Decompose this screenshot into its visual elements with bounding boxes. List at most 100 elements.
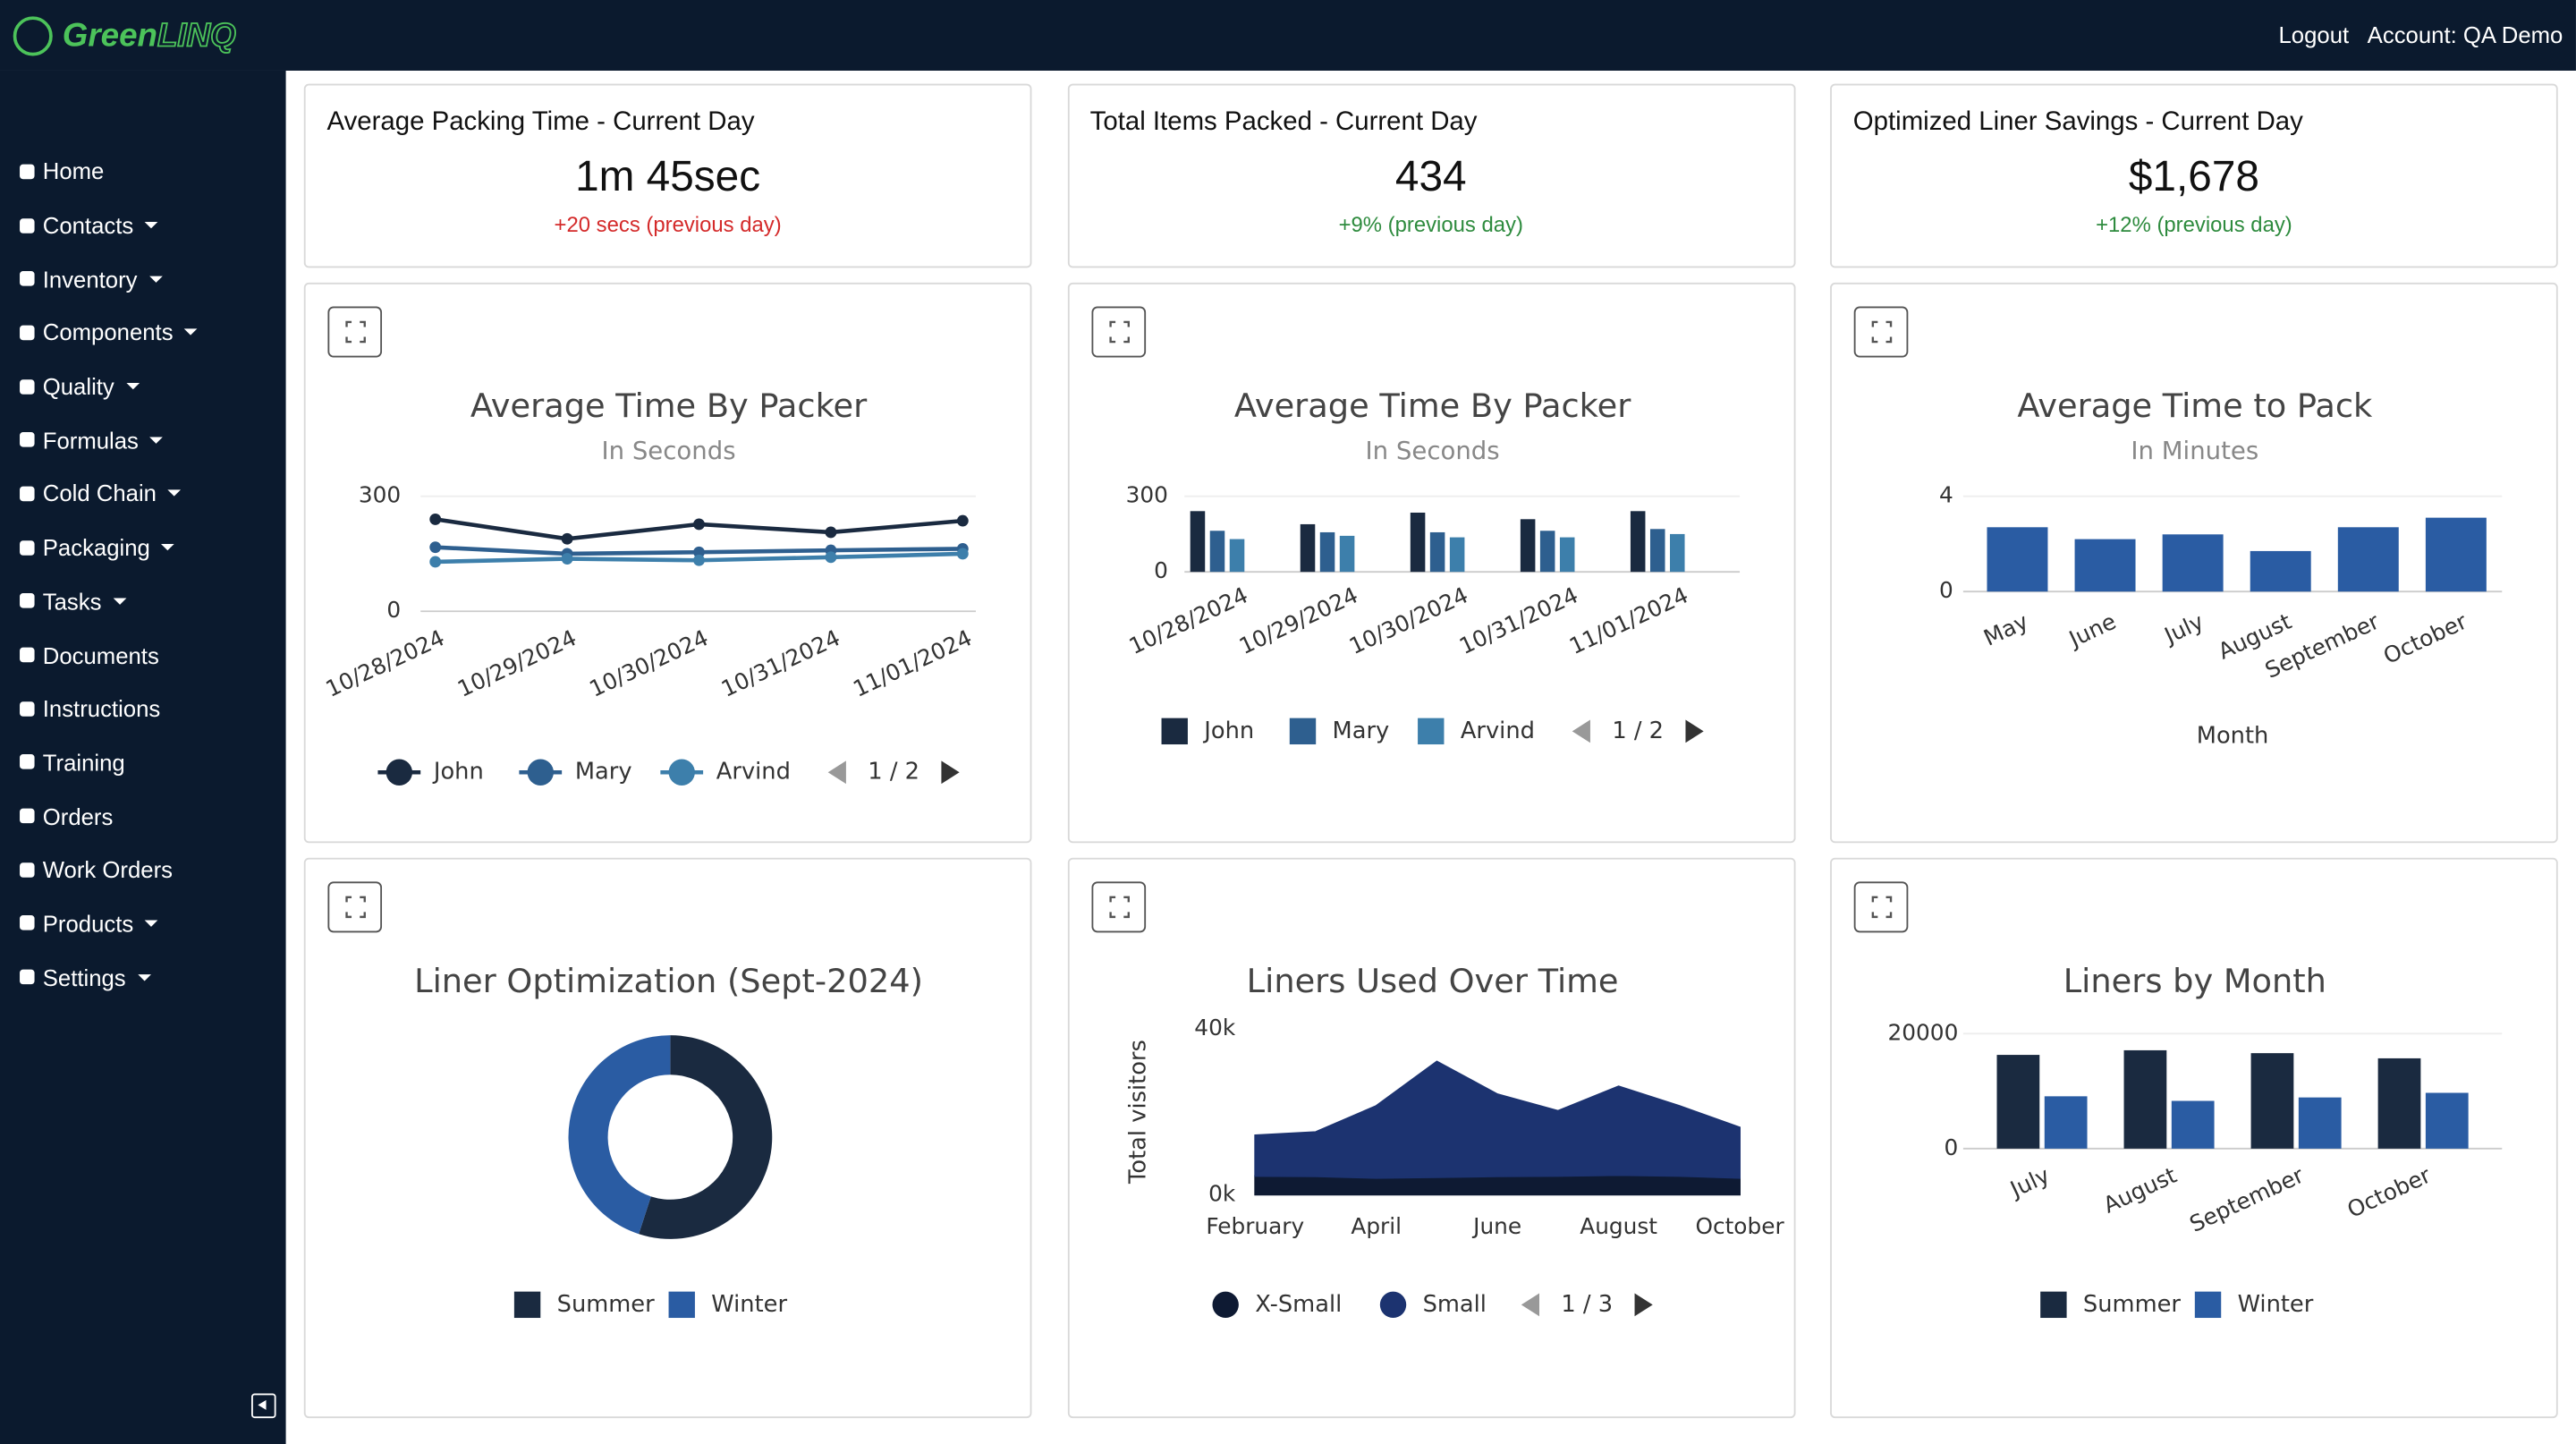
legend-prev[interactable] bbox=[1520, 1293, 1539, 1317]
legend-label[interactable]: Summer bbox=[2083, 1291, 2181, 1318]
nav-item[interactable]: Formulas bbox=[20, 413, 198, 467]
nav-icon bbox=[20, 969, 35, 985]
logout[interactable]: Logout bbox=[2278, 21, 2350, 48]
legend-next[interactable] bbox=[941, 760, 960, 785]
x-tick-label: June bbox=[2063, 608, 2120, 653]
nav-label: Work Orders bbox=[42, 856, 174, 883]
expand-button[interactable] bbox=[1853, 881, 1909, 933]
x-tick-label: July bbox=[2004, 1162, 2053, 1203]
nav-icon bbox=[20, 378, 35, 395]
legend-label[interactable]: Winter bbox=[2238, 1291, 2314, 1318]
kpi-title: Optimized Liner Savings - Current Day bbox=[1852, 108, 2303, 137]
nav-icon bbox=[20, 647, 35, 663]
legend-next[interactable] bbox=[1684, 719, 1703, 743]
point bbox=[956, 514, 969, 527]
point bbox=[693, 554, 705, 566]
point bbox=[429, 541, 442, 554]
y-tick-label: 300 bbox=[359, 482, 401, 508]
nav-icon bbox=[20, 862, 35, 878]
bar bbox=[1448, 537, 1464, 573]
expand-icon bbox=[1871, 896, 1893, 919]
legend-pager: 1 / 2 bbox=[1611, 718, 1663, 744]
nav-label: Instructions bbox=[42, 695, 161, 722]
expand-button[interactable] bbox=[1090, 881, 1146, 933]
nav-item[interactable]: Home bbox=[20, 145, 198, 199]
legend-prev[interactable] bbox=[1571, 719, 1590, 743]
legend-marker bbox=[1417, 718, 1444, 745]
nav-label: Documents bbox=[42, 641, 159, 668]
x-tick-label: 11/01/2024 bbox=[849, 624, 976, 702]
point bbox=[825, 551, 837, 564]
legend-label[interactable]: Mary bbox=[1332, 718, 1389, 744]
expand-button[interactable] bbox=[1853, 306, 1909, 358]
bar bbox=[1669, 533, 1684, 573]
expand-button[interactable] bbox=[327, 881, 383, 933]
legend-label[interactable]: Winter bbox=[711, 1291, 787, 1318]
nav-item[interactable]: Work Orders bbox=[20, 843, 198, 896]
legend-marker bbox=[1288, 718, 1316, 745]
x-tick-label: 10/29/2024 bbox=[453, 624, 580, 702]
nav-item[interactable]: Products bbox=[20, 896, 198, 950]
nav-item[interactable]: Instructions bbox=[20, 682, 198, 735]
donut-slice bbox=[639, 1035, 773, 1239]
chart-card: Liners Used Over Time 0k 40k Total visitors… bbox=[1066, 857, 1795, 1419]
kpi-value: 434 bbox=[1394, 150, 1467, 201]
nav-item[interactable]: Settings bbox=[20, 950, 198, 1004]
legend-prev[interactable] bbox=[827, 760, 846, 785]
legend-label[interactable]: Summer bbox=[557, 1291, 655, 1318]
nav-label: Quality bbox=[42, 373, 114, 400]
logo-primary: Green bbox=[62, 17, 157, 54]
nav-icon bbox=[20, 325, 35, 341]
expand-icon bbox=[345, 320, 366, 344]
expand-button[interactable] bbox=[327, 306, 383, 358]
legend-label[interactable]: Arvind bbox=[1460, 718, 1534, 744]
bar bbox=[1996, 1055, 2040, 1149]
bar bbox=[2337, 527, 2399, 592]
chart-title: Liners Used Over Time bbox=[1246, 962, 1618, 1000]
legend-label[interactable]: Arvind bbox=[716, 759, 791, 786]
nav-item[interactable]: Inventory bbox=[20, 252, 198, 306]
expand-button[interactable] bbox=[1090, 306, 1146, 358]
nav-item[interactable]: Cold Chain bbox=[20, 467, 198, 521]
legend-marker bbox=[527, 759, 554, 786]
logo[interactable]: Green LINQ bbox=[13, 13, 237, 59]
legend-label[interactable]: Small bbox=[1422, 1291, 1486, 1318]
legend-label[interactable]: X-Small bbox=[1254, 1291, 1341, 1318]
chart: Liner Optimization (Sept-2024) Summer Wint… bbox=[327, 881, 923, 1319]
nav-label: Settings bbox=[42, 964, 126, 990]
sidebar: Home Contacts Inventory Components Quality Fo… bbox=[0, 70, 286, 1444]
legend-label[interactable]: Mary bbox=[575, 759, 632, 786]
legend-marker bbox=[2194, 1291, 2222, 1319]
y-tick-label: 0 bbox=[1945, 1134, 1959, 1160]
nav-item[interactable]: Packaging bbox=[20, 521, 198, 574]
nav-item[interactable]: Orders bbox=[20, 789, 198, 843]
x-tick-label: 10/30/2024 bbox=[585, 624, 712, 702]
bar bbox=[1338, 535, 1354, 573]
nav-item[interactable]: Tasks bbox=[20, 574, 198, 628]
account[interactable]: Account: QA Demo bbox=[2367, 21, 2563, 48]
point bbox=[693, 546, 705, 558]
legend-label[interactable]: John bbox=[432, 759, 484, 786]
legend-label[interactable]: John bbox=[1201, 718, 1253, 744]
point bbox=[693, 518, 705, 531]
point bbox=[561, 532, 573, 545]
x-tick-label: April bbox=[1350, 1213, 1401, 1239]
chart-subtitle: In Seconds bbox=[1365, 437, 1499, 465]
chart: Average Time By Packer In Seconds 0 300 10/2… bbox=[1090, 306, 1740, 745]
nav-item[interactable]: Components bbox=[20, 306, 199, 360]
nav-item[interactable]: Documents bbox=[20, 628, 198, 682]
nav-item[interactable]: Quality bbox=[20, 360, 198, 413]
x-tick-label: September bbox=[2186, 1161, 2309, 1237]
nav-item[interactable]: Training bbox=[20, 735, 198, 789]
kpi-value: $1,678 bbox=[2128, 150, 2259, 201]
collapse-button[interactable] bbox=[251, 1393, 276, 1419]
point bbox=[429, 513, 442, 525]
bar bbox=[1299, 523, 1315, 573]
x-tick-label: 10/29/2024 bbox=[1234, 582, 1361, 659]
nav-item[interactable]: Contacts bbox=[20, 199, 198, 252]
legend-next[interactable] bbox=[1633, 1293, 1652, 1317]
chart-card: Liners by Month 0 20000 July August September… bbox=[1830, 857, 2558, 1419]
kpi-value: 1m 45sec bbox=[575, 150, 761, 201]
nav-icon bbox=[20, 271, 35, 286]
y-tick-label: 20000 bbox=[1888, 1019, 1959, 1045]
